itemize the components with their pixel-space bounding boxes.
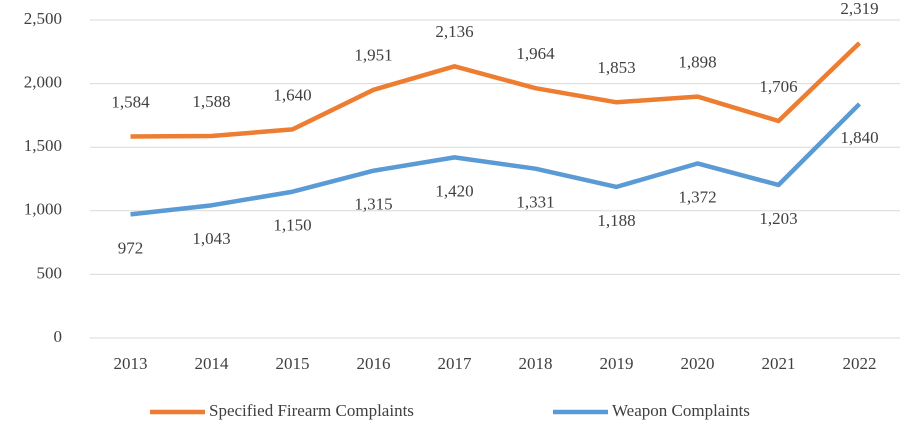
series-line (130, 102, 862, 217)
y-tick-label: 1,500 (24, 136, 62, 155)
x-tick-label: 2016 (357, 354, 391, 373)
data-label: 1,584 (111, 92, 150, 111)
x-tick-label: 2018 (519, 354, 553, 373)
x-tick-label: 2022 (843, 354, 877, 373)
data-label: 1,372 (678, 187, 716, 206)
data-label: 1,188 (597, 211, 635, 230)
data-label: 1,588 (192, 92, 230, 111)
x-tick-label: 2021 (762, 354, 796, 373)
data-label: 2,136 (435, 22, 473, 41)
y-tick-label: 500 (37, 263, 63, 282)
y-tick-label: 0 (54, 327, 63, 346)
x-tick-label: 2017 (438, 354, 473, 373)
data-label: 2,319 (840, 0, 878, 18)
legend-label: Specified Firearm Complaints (209, 401, 414, 420)
x-tick-label: 2019 (600, 354, 634, 373)
data-label: 972 (118, 238, 144, 257)
y-tick-label: 2,500 (24, 9, 62, 28)
x-tick-label: 2013 (114, 354, 148, 373)
y-tick-label: 1,000 (24, 200, 62, 219)
data-label: 1,420 (435, 181, 473, 200)
data-label: 1,840 (840, 128, 878, 147)
data-label: 1,150 (273, 216, 311, 235)
data-label: 1,853 (597, 58, 635, 77)
data-label: 1,640 (273, 85, 311, 104)
x-tick-label: 2015 (276, 354, 310, 373)
x-tick-label: 2020 (681, 354, 715, 373)
series-line (130, 41, 862, 139)
data-label: 1,964 (516, 44, 555, 63)
data-label: 1,315 (354, 195, 392, 214)
data-label: 1,203 (759, 209, 797, 228)
legend-label: Weapon Complaints (612, 401, 750, 420)
y-tick-label: 2,000 (24, 73, 62, 92)
x-tick-label: 2014 (195, 354, 230, 373)
data-label: 1,951 (354, 46, 392, 65)
data-label: 1,898 (678, 52, 716, 71)
data-label: 1,043 (192, 229, 230, 248)
data-label: 1,706 (759, 77, 797, 96)
data-label: 1,331 (516, 193, 554, 212)
